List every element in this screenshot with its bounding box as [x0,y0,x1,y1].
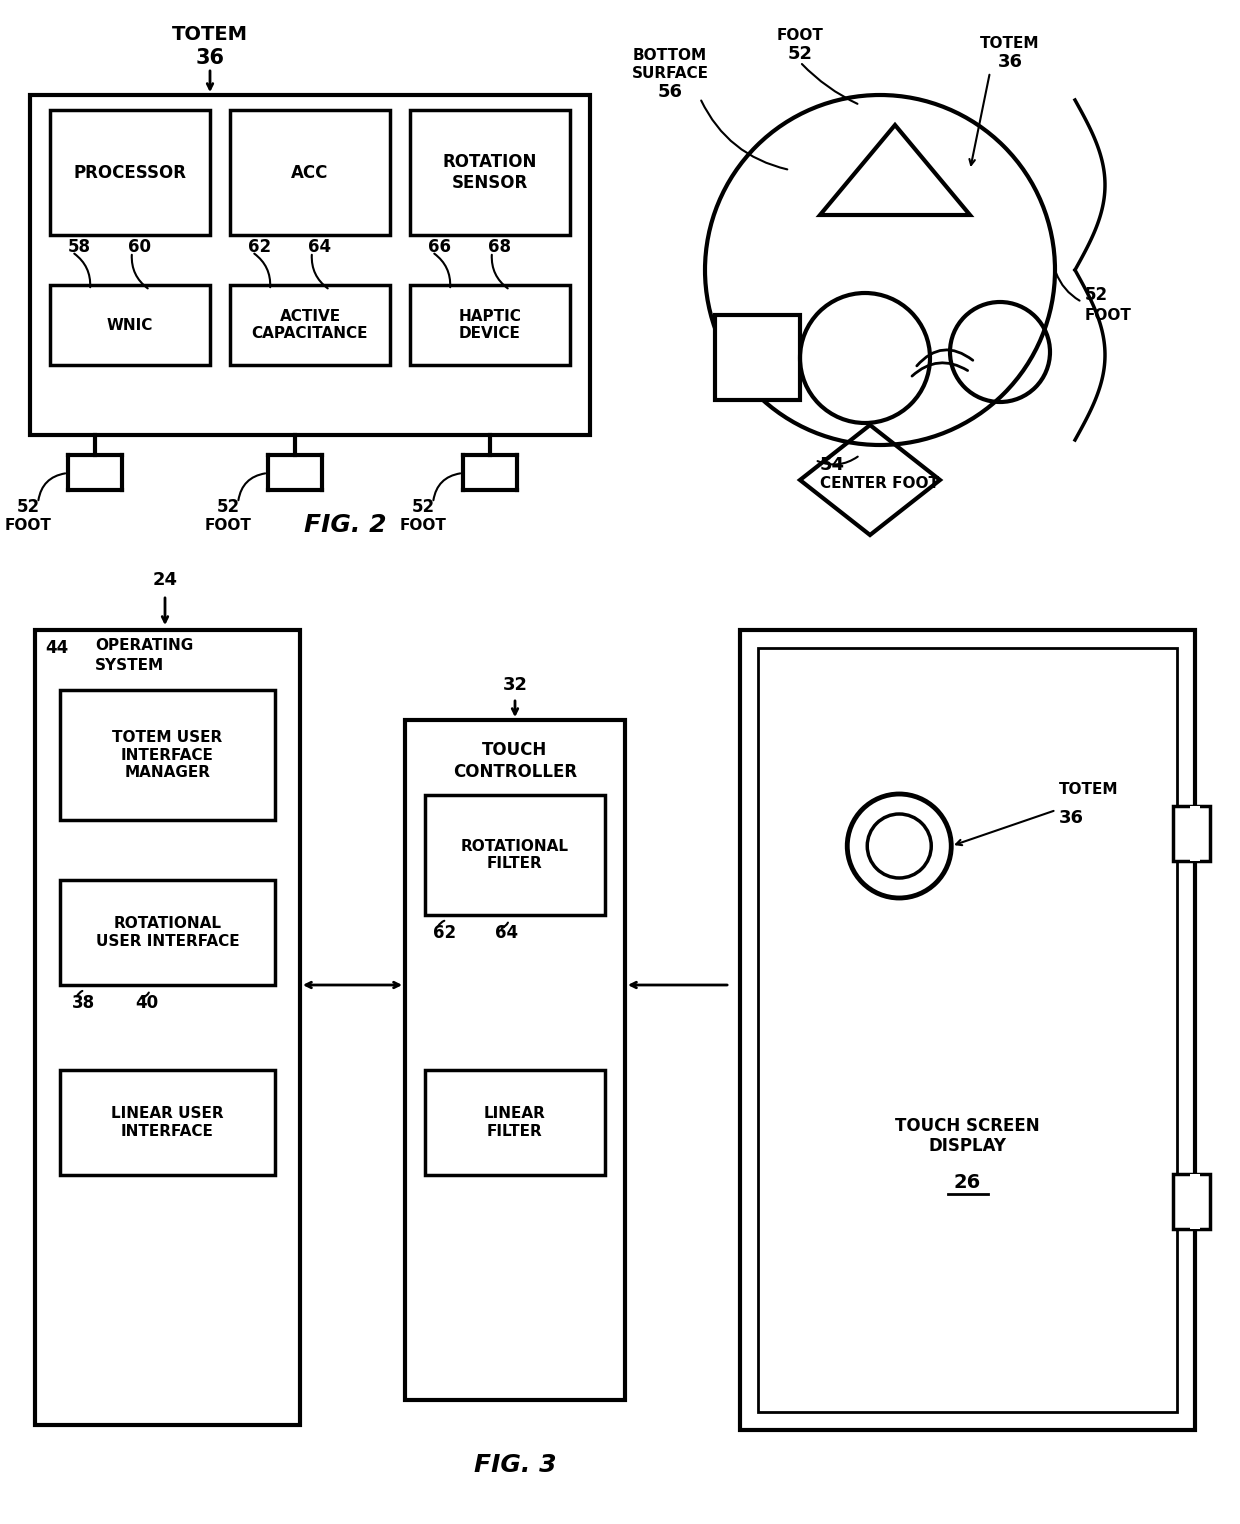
Bar [740,629,1195,1430]
Text: CENTER FOOT: CENTER FOOT [820,475,939,491]
Text: OPERATING: OPERATING [95,637,193,652]
Bar [410,110,570,235]
Text: 52: 52 [217,498,239,517]
Text: 40: 40 [135,994,159,1012]
Text: PROCESSOR: PROCESSOR [73,163,186,181]
Text: TOTEM USER
INTERFACE
MANAGER: TOTEM USER INTERFACE MANAGER [113,730,223,780]
Text: 66: 66 [428,238,451,256]
Text: FOOT: FOOT [776,27,823,43]
Text: 44: 44 [45,639,68,657]
Bar [60,690,275,820]
Text: ACTIVE
CAPACITANCE: ACTIVE CAPACITANCE [252,309,368,341]
Bar [1190,806,1200,861]
Text: TOUCH: TOUCH [482,741,548,759]
Bar [229,285,391,366]
Text: 38: 38 [72,994,95,1012]
Bar [229,110,391,235]
Text: 58: 58 [68,238,91,256]
Text: ROTATION
SENSOR: ROTATION SENSOR [443,152,537,192]
Text: 52: 52 [412,498,434,517]
Bar [715,315,800,399]
Text: FOOT: FOOT [205,518,252,532]
Text: 54: 54 [820,456,844,474]
Bar [60,1070,275,1175]
Text: SURFACE: SURFACE [631,66,708,81]
Bar [405,719,625,1401]
Text: 36: 36 [196,47,224,69]
Text: 36: 36 [997,53,1023,72]
Text: TOTEM: TOTEM [172,26,248,44]
Bar [1173,806,1210,861]
Text: LINEAR USER
INTERFACE: LINEAR USER INTERFACE [112,1106,223,1138]
Text: LINEAR
FILTER: LINEAR FILTER [484,1106,546,1138]
Text: FOOT: FOOT [399,518,446,532]
Bar [1190,1173,1200,1228]
Text: TOUCH SCREEN: TOUCH SCREEN [895,1117,1040,1135]
Text: 64: 64 [495,924,518,942]
Text: SYSTEM: SYSTEM [95,657,164,672]
Text: FOOT: FOOT [5,518,51,532]
Bar [50,285,210,366]
Text: 62: 62 [248,238,272,256]
Text: 56: 56 [657,82,682,101]
Text: 60: 60 [128,238,151,256]
Text: TOTEM: TOTEM [1059,782,1118,797]
Text: FIG. 2: FIG. 2 [304,514,386,536]
Text: 62: 62 [433,924,456,942]
Text: 68: 68 [489,238,511,256]
Bar [50,110,210,235]
Bar [60,879,275,985]
Text: 52: 52 [787,46,812,62]
Text: 52: 52 [1085,287,1109,303]
Text: DISPLAY: DISPLAY [929,1137,1007,1155]
Bar [35,629,300,1425]
Text: BOTTOM: BOTTOM [632,47,707,62]
Bar [1173,1173,1210,1228]
Text: 24: 24 [153,572,177,588]
Text: WNIC: WNIC [107,317,154,332]
Text: ROTATIONAL
USER INTERFACE: ROTATIONAL USER INTERFACE [95,916,239,949]
Text: HAPTIC
DEVICE: HAPTIC DEVICE [459,309,522,341]
Text: FOOT: FOOT [1085,308,1132,323]
Text: 36: 36 [1059,809,1084,828]
Text: ROTATIONAL
FILTER: ROTATIONAL FILTER [461,838,569,872]
Text: 64: 64 [308,238,331,256]
Text: ACC: ACC [291,163,329,181]
Bar [410,285,570,366]
Bar [758,648,1177,1413]
Bar [30,94,590,434]
Text: TOTEM: TOTEM [981,35,1040,50]
Bar [425,1070,605,1175]
Text: 26: 26 [954,1172,981,1192]
Text: 52: 52 [16,498,40,517]
Text: 32: 32 [502,677,527,693]
Bar [425,796,605,914]
Text: FIG. 3: FIG. 3 [474,1452,557,1477]
Text: CONTROLLER: CONTROLLER [453,764,577,780]
